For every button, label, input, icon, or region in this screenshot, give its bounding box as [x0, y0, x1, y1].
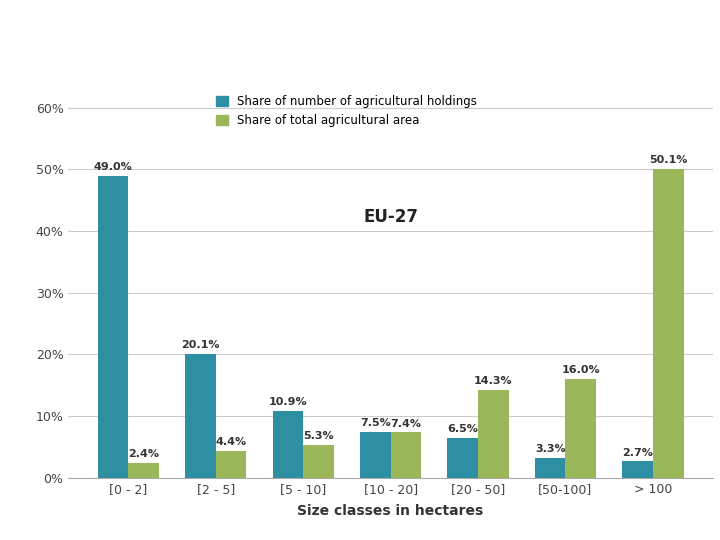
Bar — [478, 390, 508, 478]
Text: 20.1%: 20.1% — [181, 340, 220, 350]
Bar — [303, 445, 334, 478]
Bar — [216, 451, 246, 478]
Text: 7.5%: 7.5% — [360, 418, 391, 428]
Text: 14.3%: 14.3% — [474, 376, 513, 386]
Bar — [565, 379, 596, 478]
Bar — [391, 432, 421, 478]
Text: 4.4%: 4.4% — [215, 437, 246, 447]
Text: 10.9%: 10.9% — [269, 397, 307, 407]
Text: Taille des exploitations agricoles dans l’Union Européenne à 27: Taille des exploitations agricoles dans … — [11, 21, 681, 40]
Text: 2.4%: 2.4% — [128, 449, 159, 460]
Text: 5.3%: 5.3% — [303, 431, 334, 442]
Bar — [653, 168, 683, 478]
Bar — [622, 461, 653, 478]
Bar — [273, 410, 303, 478]
Bar — [128, 463, 159, 478]
Text: 50.1%: 50.1% — [649, 155, 688, 165]
Legend: Share of number of agricultural holdings, Share of total agricultural area: Share of number of agricultural holdings… — [216, 95, 477, 127]
X-axis label: Size classes in hectares: Size classes in hectares — [297, 504, 484, 518]
Text: 6.5%: 6.5% — [447, 424, 478, 434]
Bar — [98, 176, 128, 478]
Bar — [360, 431, 391, 478]
Bar — [185, 354, 216, 478]
Text: 16.0%: 16.0% — [562, 366, 600, 375]
Text: 49.0%: 49.0% — [94, 162, 132, 172]
Text: 2.7%: 2.7% — [622, 448, 653, 457]
Bar — [535, 457, 565, 478]
Bar — [447, 438, 478, 478]
Text: 7.4%: 7.4% — [390, 418, 421, 429]
Text: 3.3%: 3.3% — [535, 444, 565, 454]
Text: EU-27: EU-27 — [363, 208, 418, 226]
